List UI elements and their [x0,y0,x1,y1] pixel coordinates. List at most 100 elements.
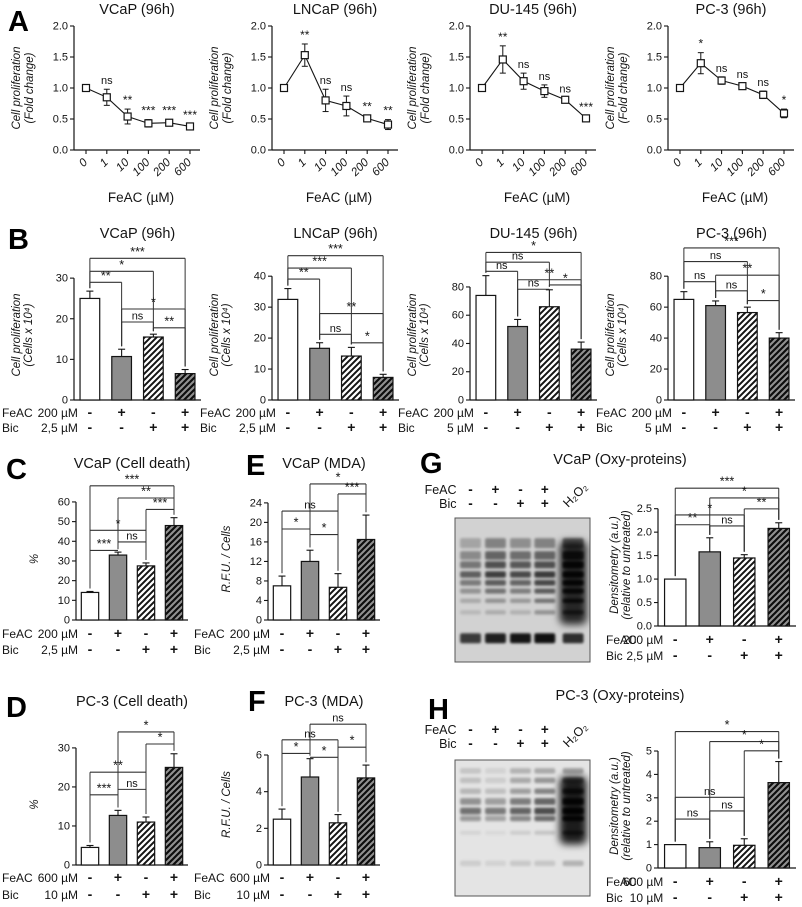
bar [108,554,128,621]
bar-chart-pc3-proliferation: PC-3 (96h) 0 20 40 60 80 Cell proliferation (Ce… [596,222,798,435]
significance-label: ns [737,69,749,81]
panel-pc3-oxy-proteins: PC-3 (Oxy-proteins) FeAC - + - + Bic - - + + H₂O₂ 0 1… [392,668,802,907]
significance-label: ns [341,82,353,94]
treatment-sign: + [740,889,748,905]
treatment-sign: - [88,886,93,902]
svg-text:60: 60 [452,310,464,322]
significance-label: ns [304,728,316,740]
blot-sign: - [493,496,498,511]
svg-text:4: 4 [646,769,652,781]
significance-label: ns [757,77,769,89]
treatment-sign: + [379,404,387,420]
blot-sign: - [518,722,523,737]
treatment-name: Bic [606,891,623,905]
data-point [738,82,747,91]
svg-text:0: 0 [671,156,684,169]
bar [663,578,687,627]
chart-title: PC-3 (96h) [696,226,767,242]
treatment-sign: - [308,886,313,902]
significance-label: * [761,287,766,301]
data-point [540,86,549,96]
data-point [581,114,591,123]
blot-and-chart-svg: VCaP (Oxy-proteins)FeAC - + - +Bic - - + + H₂O₂0.… [425,452,796,663]
treatment-sign: - [673,889,678,905]
data-point [165,118,174,127]
svg-text:20: 20 [650,364,662,376]
significance-label: ns [716,63,728,75]
bar [300,776,320,866]
significance-label: *** [720,475,735,489]
treatment-dose: 2,5 µM [626,649,663,663]
bar-chart-svg: PC-3 (MDA) 0 2 4 6 R.F.U. / Cells ns ns * * * FeAC 6… [194,694,380,902]
line-chart-vcap: VCaP (96h) 0.0 0.5 1.0 1.5 2.0 Cell proliferat… [8,0,204,221]
treatment-sign: - [144,869,149,885]
svg-text:0.5: 0.5 [449,114,464,126]
treatment-sign: + [706,873,714,889]
svg-text:4: 4 [256,595,262,607]
treatment-sign: + [712,404,720,420]
svg-text:2.0: 2.0 [449,21,464,33]
treatment-sign: + [170,886,178,902]
blot-sign: - [468,482,473,497]
line-chart-svg: DU-145 (96h) 0.0 0.5 1.0 1.5 2.0 Cell prolifer… [407,2,596,205]
significance-label: *** [345,480,360,494]
data-point [123,112,132,121]
significance-label: *** [141,104,155,118]
bar-chart-svg: LNCaP (96h) 0 10 20 30 40 Cell proliferation (C… [200,226,399,435]
bar [272,818,292,866]
treatment-name: Bic [194,643,211,657]
treatment-sign: - [280,869,285,885]
y-axis-label: (Fold change) [24,52,36,123]
significance-label: * [707,501,712,515]
bar [80,846,100,866]
svg-text:2.0: 2.0 [53,21,68,33]
svg-text:200: 200 [151,156,174,179]
blot-and-chart-svg: PC-3 (Oxy-proteins)FeAC - + - +Bic - - + + H₂O₂01… [425,688,796,905]
data-point [561,95,570,104]
data-point [519,77,528,86]
bar [475,294,497,401]
y-axis-label: (relative to untreated) [621,751,633,860]
bar [538,306,560,401]
significance-label: ** [299,266,309,280]
significance-label: ns [512,251,524,263]
chart-title: PC-3 (Oxy-proteins) [556,688,685,704]
treatment-sign: - [280,641,285,657]
svg-text:0.0: 0.0 [251,145,266,157]
treatment-sign: + [334,886,342,902]
y-axis-label: Cell proliferation [407,46,419,129]
treatment-sign: + [334,641,342,657]
y-axis-label: Cell proliferation [11,46,23,129]
line-chart-svg: PC-3 (96h) 0.0 0.5 1.0 1.5 2.0 Cell proliferat… [605,2,794,205]
svg-text:10: 10 [510,156,528,174]
treatment-sign: + [743,419,751,435]
treatment-sign: + [775,419,783,435]
data-point [675,83,685,93]
blot-sign: - [468,736,473,751]
treatment-sign: + [114,625,122,641]
significance-label: ns [528,278,540,290]
svg-text:40: 40 [650,333,662,345]
significance-label: * [119,258,124,272]
x-axis-label: FeAC (µM) [702,190,768,205]
treatment-sign: + [149,419,157,435]
bar-chart-du145-proliferation: DU-145 (96h) 0 20 40 60 80 Cell proliferation(… [398,222,600,435]
svg-text:200: 200 [547,156,570,179]
svg-text:40: 40 [254,271,266,283]
svg-text:12: 12 [250,556,262,568]
significance-label: ns [721,514,733,526]
significance-label: * [563,271,568,285]
bar [277,298,299,401]
treatment-sign: - [713,419,718,435]
panel-label-h: H [428,694,449,726]
treatment-sign: - [673,873,678,889]
y-axis-label: (Cells x 10⁴) [23,303,35,366]
svg-text:8: 8 [256,575,262,587]
significance-label: *** [130,245,145,259]
treatment-sign: - [280,886,285,902]
svg-text:1.0: 1.0 [251,83,266,95]
svg-text:0: 0 [64,615,70,627]
svg-text:60: 60 [58,496,70,508]
treatment-dose: 5 µM [645,421,672,435]
svg-text:1: 1 [692,157,705,170]
